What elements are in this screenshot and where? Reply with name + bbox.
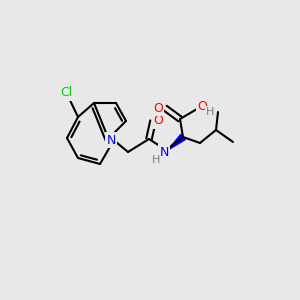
Text: H: H [206,107,214,117]
Text: O: O [197,100,207,113]
Text: O: O [153,101,163,115]
Text: H: H [152,155,160,165]
Text: N: N [106,134,116,146]
Text: Cl: Cl [60,86,72,100]
Polygon shape [168,134,185,150]
Text: N: N [159,146,169,158]
Text: O: O [153,115,163,128]
